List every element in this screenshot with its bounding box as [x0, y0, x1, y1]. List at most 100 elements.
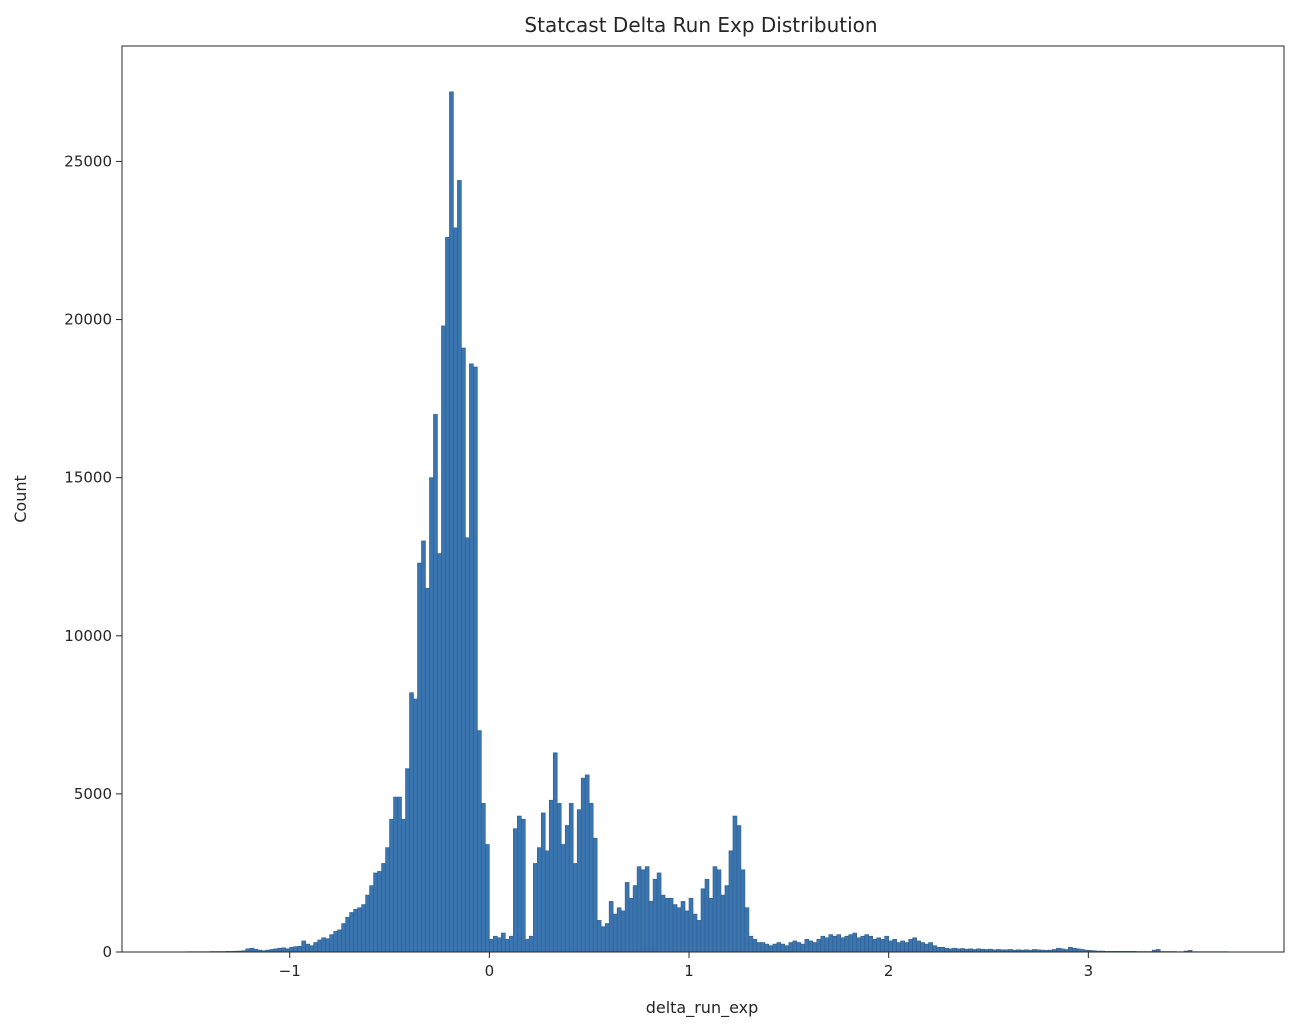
histogram-bar [668, 897, 674, 953]
histogram-bar [592, 837, 598, 953]
histogram-bar [848, 934, 854, 953]
histogram-bar [249, 947, 255, 953]
histogram-bar [429, 477, 434, 953]
histogram-bar [509, 935, 514, 953]
histogram-bar [457, 180, 462, 953]
y-axis-ticks: 0 5000 10000 15000 20000 25000 [64, 152, 122, 961]
histogram-bar [780, 943, 786, 953]
histogram-bar [612, 913, 618, 953]
histogram-bar [736, 825, 742, 953]
histogram-bar [864, 934, 870, 953]
histogram-bar [425, 588, 430, 953]
histogram-bar [377, 871, 382, 953]
histogram-bar [501, 932, 506, 953]
histogram-bar [449, 91, 454, 953]
histogram-bar [792, 940, 798, 953]
histogram-bar [624, 882, 630, 953]
histogram-bar [289, 946, 294, 953]
histogram-bar [277, 947, 283, 953]
histogram-bar [580, 777, 586, 953]
histogram-bar [297, 946, 302, 953]
histogram-bar [477, 730, 482, 953]
histogram-bar [644, 866, 650, 953]
histogram-bar [896, 942, 901, 953]
histogram-bar [720, 894, 726, 953]
histogram-bar [337, 929, 342, 953]
histogram-bar [932, 945, 937, 953]
histogram-bar [832, 935, 838, 953]
histogram-bar [684, 910, 690, 953]
histogram-bar [788, 942, 794, 953]
histogram-bar [564, 825, 570, 953]
histogram-bar [632, 885, 638, 953]
histogram-bar [433, 414, 438, 953]
histogram-bar [924, 943, 929, 953]
histogram-bar [584, 774, 590, 953]
histogram-bar [776, 942, 782, 953]
histogram-bar [648, 901, 654, 953]
histogram-bar [860, 935, 866, 953]
x-axis-label: delta_run_exp [646, 998, 759, 1018]
histogram-bar [505, 939, 510, 953]
histogram-bar [740, 869, 746, 953]
histogram-bar [373, 872, 378, 953]
histogram-bar [692, 913, 698, 953]
x-tick-label: 1 [684, 962, 694, 980]
histogram-bar [852, 932, 858, 953]
histogram-bar [728, 850, 734, 953]
histogram-bar [748, 935, 754, 953]
histogram-bar [389, 818, 394, 953]
histogram-bar [413, 698, 418, 953]
histogram-bar [744, 907, 750, 953]
histogram-bar [333, 931, 338, 953]
histogram-bar [700, 888, 706, 953]
histogram-bar [544, 850, 550, 953]
x-tick-label: 0 [485, 962, 495, 980]
histogram-bar [345, 916, 350, 953]
histogram-bar [884, 935, 889, 953]
histogram-bar [349, 912, 354, 953]
histogram-bar [836, 934, 842, 953]
histogram-bar [369, 885, 374, 953]
histogram-bar [493, 935, 498, 953]
histogram-bar [760, 942, 766, 953]
histogram-bar [325, 938, 330, 953]
histogram-bar [636, 866, 642, 953]
histogram-bar [856, 937, 862, 953]
histogram-bar [812, 942, 818, 953]
histogram-bar [548, 799, 554, 953]
histogram-bar [293, 946, 298, 953]
histogram-bar [489, 939, 494, 953]
chart-title: Statcast Delta Run Exp Distribution [524, 13, 877, 37]
histogram-bar [521, 818, 526, 953]
histogram-bar [536, 847, 542, 953]
histogram-bar [453, 227, 458, 953]
histogram-bar [513, 828, 518, 953]
histogram-bar [640, 869, 646, 953]
histogram-bar [872, 939, 878, 953]
histogram-bar [664, 897, 670, 953]
histogram-bar [437, 553, 442, 953]
histogram-bar [357, 907, 362, 953]
histogram-bar [912, 937, 917, 953]
y-tick-label: 25000 [64, 152, 112, 170]
histogram-bar [800, 943, 806, 953]
histogram-bar [588, 803, 594, 953]
histogram-bar [1056, 947, 1061, 953]
histogram-bar [525, 939, 530, 953]
histogram-bar [916, 940, 921, 953]
histogram-bar [960, 948, 965, 953]
histogram-bar [656, 872, 662, 953]
histogram-bar [704, 878, 710, 953]
histogram-bar [305, 943, 310, 953]
histogram-bar [696, 920, 702, 953]
histogram-bar [616, 907, 622, 953]
histogram-bar [600, 926, 606, 953]
histogram-bar [936, 946, 941, 953]
histogram-bar [764, 943, 770, 953]
histogram-bar [876, 937, 881, 953]
x-tick-label: −1 [279, 962, 301, 980]
histogram-bar [393, 796, 398, 953]
histogram-bar [409, 692, 414, 953]
histogram-bar [465, 537, 470, 953]
